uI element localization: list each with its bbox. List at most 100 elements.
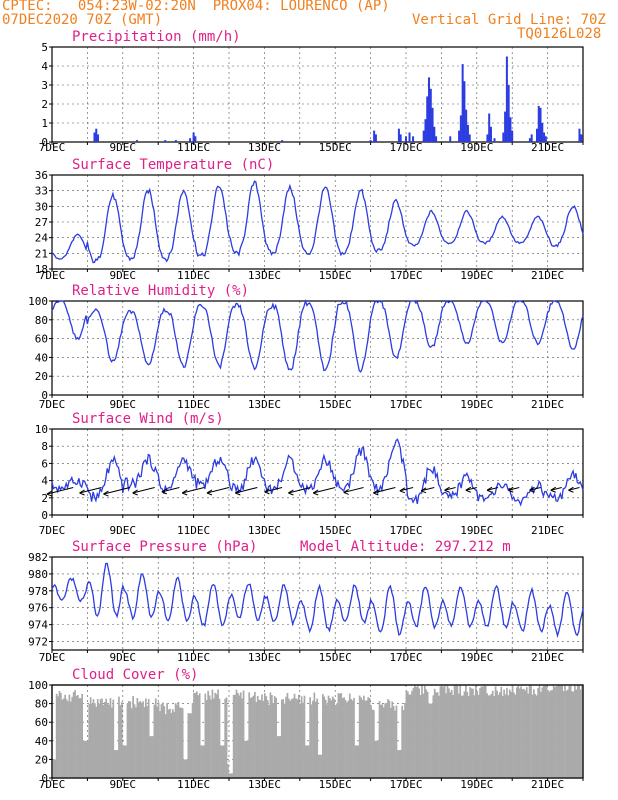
y-tick-label: 30 <box>35 200 48 213</box>
precip-bar <box>95 128 98 142</box>
cloud-bar <box>477 694 480 778</box>
cloud-bar <box>319 754 321 778</box>
cloud-bar <box>195 691 198 778</box>
cloud-bar <box>521 689 524 778</box>
cloud-bar <box>273 696 276 778</box>
precip-bar <box>449 136 452 142</box>
cloud-bar <box>84 740 86 778</box>
cloud-bar <box>433 688 436 778</box>
cloud-bar <box>438 695 440 778</box>
cloud-bar <box>493 696 496 778</box>
cloud-bar <box>268 705 270 778</box>
wind-arrow <box>486 486 499 491</box>
cloud-bar <box>348 693 351 778</box>
cloud-bar <box>314 701 317 778</box>
cloud-bar <box>340 693 343 778</box>
cloud-bar <box>322 694 324 778</box>
precip-bar <box>281 140 284 142</box>
cloud-bar <box>378 701 381 778</box>
precip-bar <box>192 132 195 142</box>
cloud-bar <box>548 691 551 778</box>
cloud-bar <box>178 707 181 778</box>
cloud-bar <box>339 693 341 778</box>
y-tick-label: 21 <box>35 247 48 260</box>
y-tick-label: 20 <box>35 370 48 383</box>
x-tick-label: 13DEC <box>248 524 281 537</box>
precip-bar <box>458 130 461 142</box>
wind-arrow-head <box>550 486 557 493</box>
wind-arrow <box>420 486 435 492</box>
cloud-bar <box>242 690 245 778</box>
cloud-bar <box>99 699 102 778</box>
precip-bar <box>578 128 581 142</box>
cloud-bar <box>491 690 494 778</box>
x-tick-label: 19DEC <box>460 524 493 537</box>
temperature-line <box>51 180 584 264</box>
wind-arrow-head <box>465 486 472 493</box>
precip-bar <box>412 136 415 142</box>
cloud-bar <box>442 686 445 778</box>
cloud-bar <box>350 699 353 778</box>
precip-bar <box>528 138 531 142</box>
cloud-bar <box>146 706 149 778</box>
wind-arrow-head <box>288 489 294 496</box>
precip-bar <box>541 123 544 142</box>
precip-bar <box>424 119 427 142</box>
cloud-bar <box>67 701 69 778</box>
y-tick-label: 6 <box>41 457 48 470</box>
cloud-bar <box>276 736 279 778</box>
cloud-bar <box>95 706 98 778</box>
precip-bar <box>489 126 492 142</box>
cloud-bar <box>510 691 513 778</box>
wind-arrow <box>235 486 258 494</box>
precip-bar <box>468 134 471 142</box>
y-tick-label: 36 <box>35 169 48 182</box>
wind-arrow <box>529 486 541 491</box>
wind-arrow-head <box>181 489 188 496</box>
cloud-bar <box>388 700 391 778</box>
precip-bar <box>135 140 138 142</box>
x-tick-label: 15DEC <box>319 141 352 154</box>
wind-arrow <box>206 486 230 494</box>
cloud-bar <box>237 692 239 778</box>
cloud-bar <box>153 704 156 778</box>
x-tick-label: 15DEC <box>319 778 352 791</box>
cloud-bar <box>446 685 449 778</box>
y-tick-label: 33 <box>35 185 48 198</box>
cloud-bar <box>500 686 503 778</box>
cloud-bar <box>290 699 293 778</box>
cloud-bar <box>504 694 507 778</box>
cloud-bar <box>176 704 178 778</box>
cloud-bar <box>542 685 545 778</box>
x-tick-label: 17DEC <box>389 141 422 154</box>
y-tick-label: 80 <box>35 314 48 327</box>
y-tick-label: 972 <box>28 636 48 649</box>
x-tick-label: 13DEC <box>248 651 281 664</box>
precip-bar <box>429 88 432 142</box>
wind-arrow <box>343 486 364 493</box>
cloud-bar <box>483 685 486 778</box>
cloud-bar <box>103 701 106 778</box>
wind-arrow-head <box>312 489 319 496</box>
wind-arrow <box>132 486 155 494</box>
cloud-bar <box>145 698 147 778</box>
cloud-bar <box>71 696 74 778</box>
cloud-bar <box>140 702 143 778</box>
cloud-bar <box>467 695 470 778</box>
wind-arrow-head <box>373 489 379 496</box>
y-tick-label: 27 <box>35 216 48 229</box>
cloud-bar <box>409 694 412 778</box>
cloud-bar <box>108 704 110 778</box>
y-tick-label: 980 <box>28 568 48 581</box>
x-tick-label: 7DEC <box>39 524 66 537</box>
cloud-bar <box>183 759 185 778</box>
wind-arrow <box>288 486 311 494</box>
cloud-bar <box>312 700 314 778</box>
cloud-bar <box>299 703 302 778</box>
wind-arrow <box>264 486 283 493</box>
x-tick-label: 21DEC <box>531 398 564 411</box>
precip-bar <box>535 128 538 142</box>
wind-arrow-head <box>206 489 213 496</box>
cloud-bar <box>565 690 568 778</box>
precip-bar <box>544 136 547 142</box>
